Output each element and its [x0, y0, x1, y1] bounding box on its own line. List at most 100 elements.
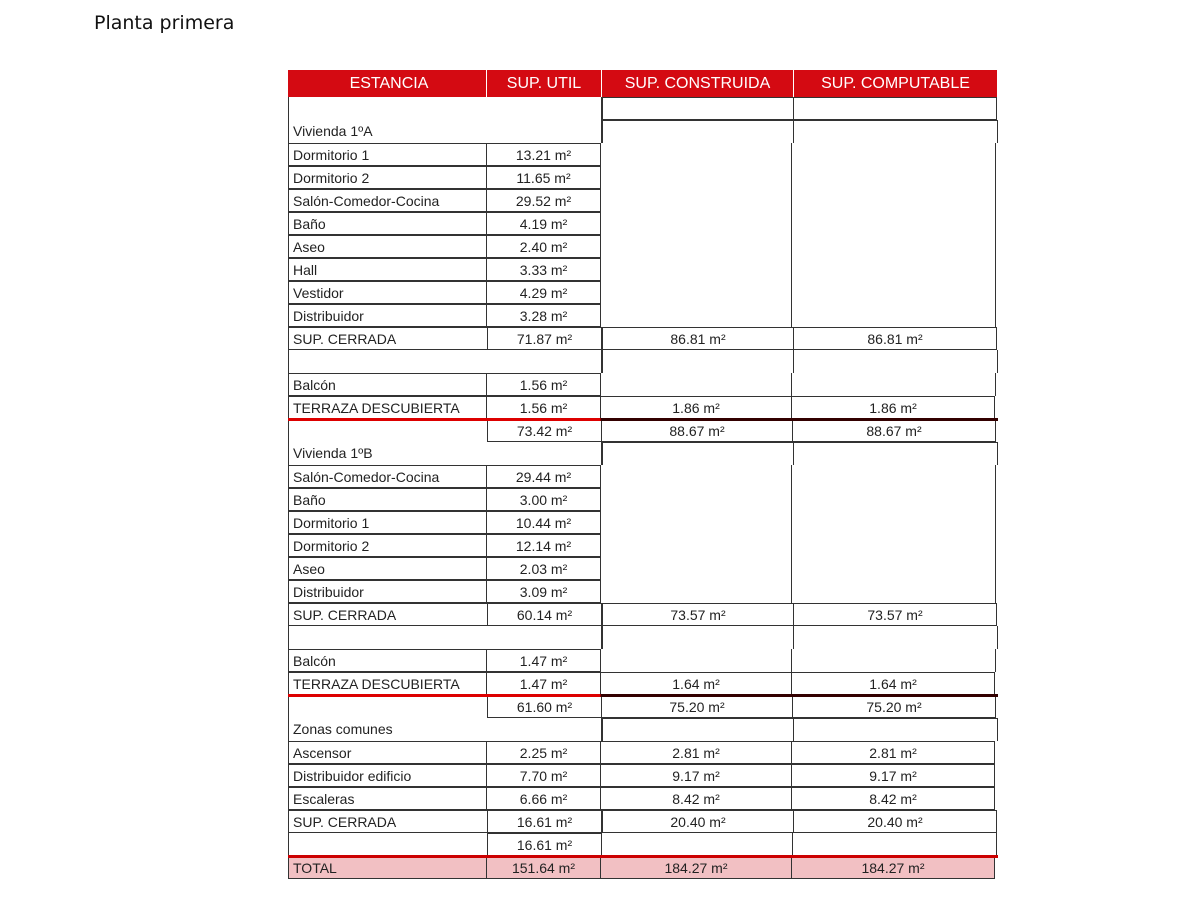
cell-sup-util: 61.60 m²: [487, 695, 602, 718]
cell-sup-computable: 88.67 m²: [792, 419, 996, 442]
cell-sup-util: 4.19 m²: [486, 212, 601, 235]
cell-sup-util: 2.03 m²: [486, 557, 601, 580]
cell-sup-construida: 86.81 m²: [602, 327, 794, 350]
cell-sup-construida: [600, 465, 792, 488]
cell-sup-construida: [600, 212, 792, 235]
table-row-subtotal-last: 16.61 m²: [288, 833, 998, 858]
cell-sup-computable: [792, 373, 996, 396]
cell-estancia: Distribuidor edificio: [288, 764, 487, 787]
cell-sup-computable: 1.64 m²: [791, 672, 995, 695]
red-separator-line: [288, 418, 998, 421]
table-row-item: Baño 3.00 m²: [288, 488, 998, 511]
cell-sup-computable: 73.57 m²: [793, 603, 997, 626]
table-row-item: Dormitorio 1 13.21 m²: [288, 143, 998, 166]
cell-estancia: TERRAZA DESCUBIERTA: [288, 396, 487, 419]
cell-sup-util: 2.25 m²: [486, 741, 601, 764]
cell-estancia: Ascensor: [288, 741, 487, 764]
cell-sup-util: 13.21 m²: [486, 143, 601, 166]
cell-sup-construida: [600, 281, 792, 304]
cell-sup-util: 6.66 m²: [486, 787, 601, 810]
table-row-item: Salón-Comedor-Cocina 29.52 m²: [288, 189, 998, 212]
table-row-value: Escaleras 6.66 m² 8.42 m² 8.42 m²: [288, 787, 998, 810]
table-row-item: Distribuidor 3.28 m²: [288, 304, 998, 327]
cell-sup-construida: 2.81 m²: [600, 741, 792, 764]
cell-sup-util: 7.70 m²: [486, 764, 601, 787]
cell-sup-computable: [792, 258, 996, 281]
table-row-blank: [288, 626, 998, 649]
cell-sup-construida: [600, 488, 792, 511]
cell-sup-util: 2.40 m²: [486, 235, 601, 258]
cell-estancia: Distribuidor: [288, 304, 487, 327]
cell-sup-util: 3.09 m²: [486, 580, 601, 603]
header-sup-util: SUP. UTIL: [487, 70, 602, 97]
cell-estancia: [288, 350, 487, 373]
cell-estancia: [288, 97, 487, 120]
cell-sup-construida: [600, 511, 792, 534]
cell-sup-util: 1.56 m²: [486, 396, 601, 419]
table-row-subtotal: 73.42 m² 88.67 m² 88.67 m²: [288, 419, 998, 442]
cell-sup-util: 29.44 m²: [486, 465, 601, 488]
cell-sup-construida: [602, 626, 794, 649]
cell-sup-construida: [600, 304, 792, 327]
cell-sup-construida: 20.40 m²: [602, 810, 794, 833]
cell-estancia: [288, 833, 487, 856]
cell-sup-construida: [600, 580, 792, 603]
cell-sup-util: 3.28 m²: [486, 304, 601, 327]
table-row-item: Vestidor 4.29 m²: [288, 281, 998, 304]
cell-estancia: TERRAZA DESCUBIERTA: [288, 672, 487, 695]
table-row-blank: [288, 350, 998, 373]
cell-sup-util: 4.29 m²: [486, 281, 601, 304]
cell-sup-construida: [601, 833, 793, 856]
table-row-item: Dormitorio 2 12.14 m²: [288, 534, 998, 557]
cell-sup-util: 11.65 m²: [486, 166, 601, 189]
cell-sup-util: 3.00 m²: [486, 488, 601, 511]
cell-estancia: Aseo: [288, 557, 487, 580]
cell-estancia: TOTAL: [288, 856, 487, 879]
cell-estancia: Dormitorio 1: [288, 511, 487, 534]
cell-sup-computable: [792, 235, 996, 258]
cell-sup-util: [487, 120, 602, 143]
cell-sup-construida: 184.27 m²: [600, 856, 792, 879]
cell-sup-util: [487, 442, 602, 465]
table-row-item: Baño 4.19 m²: [288, 212, 998, 235]
cell-sup-util: 3.33 m²: [486, 258, 601, 281]
cell-estancia: Vivienda 1ºA: [288, 120, 487, 143]
cell-estancia: Balcón: [288, 373, 487, 396]
cell-estancia: Zonas comunes: [288, 718, 487, 741]
cell-sup-construida: 1.64 m²: [600, 672, 792, 695]
table-row-item: Dormitorio 1 10.44 m²: [288, 511, 998, 534]
page-title: Planta primera: [94, 12, 235, 34]
cell-sup-util: 151.64 m²: [486, 856, 601, 879]
cell-sup-computable: [794, 120, 998, 143]
cell-sup-util: [487, 718, 602, 741]
cell-sup-construida: 1.86 m²: [600, 396, 792, 419]
cell-sup-util: 12.14 m²: [486, 534, 601, 557]
table-row-item: Hall 3.33 m²: [288, 258, 998, 281]
cell-sup-computable: [792, 189, 996, 212]
table-row-section: Zonas comunes: [288, 718, 998, 741]
table-row-item: Balcón 1.47 m²: [288, 649, 998, 672]
header-estancia: ESTANCIA: [288, 70, 487, 97]
table-row-item: Dormitorio 2 11.65 m²: [288, 166, 998, 189]
cell-sup-construida: [600, 649, 792, 672]
cell-sup-util: 1.56 m²: [486, 373, 601, 396]
cell-sup-computable: [794, 626, 998, 649]
cell-sup-construida: 75.20 m²: [601, 695, 793, 718]
cell-estancia: SUP. CERRADA: [288, 810, 487, 833]
cell-sup-computable: [792, 534, 996, 557]
cell-sup-computable: [792, 212, 996, 235]
cell-sup-construida: [600, 258, 792, 281]
cell-sup-construida: 73.57 m²: [602, 603, 794, 626]
table-header: ESTANCIA SUP. UTIL SUP. CONSTRUIDA SUP. …: [288, 70, 998, 97]
cell-sup-util: 73.42 m²: [487, 419, 602, 442]
cell-estancia: Dormitorio 1: [288, 143, 487, 166]
cell-sup-computable: [793, 97, 997, 120]
cell-sup-util: [487, 350, 602, 373]
cell-sup-computable: [793, 833, 997, 856]
table-body: Vivienda 1ºA Dormitorio 1 13.21 m² Dormitor…: [288, 97, 998, 879]
cell-sup-computable: [792, 143, 996, 166]
cell-sup-computable: 1.86 m²: [791, 396, 995, 419]
cell-sup-computable: [792, 166, 996, 189]
cell-sup-computable: 184.27 m²: [791, 856, 995, 879]
cell-sup-construida: [600, 189, 792, 212]
